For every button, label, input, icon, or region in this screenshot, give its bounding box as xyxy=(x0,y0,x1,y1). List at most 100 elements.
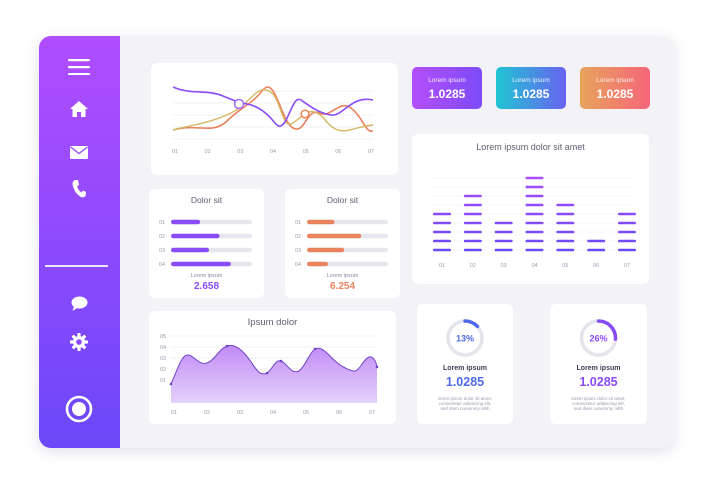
bar-segment xyxy=(556,239,575,243)
footer-value: 6.254 xyxy=(329,281,356,292)
bar-chart: 01 02 03 04 05 06 07 xyxy=(430,176,636,269)
x-tick-label: 05 xyxy=(303,410,309,416)
bar-segment xyxy=(433,212,451,216)
progress-fill xyxy=(307,261,329,267)
y-tick-label: 01 xyxy=(160,378,166,384)
kpi-card-1[interactable]: Lorem ipsum 1.0285 xyxy=(412,67,482,109)
bar-segment xyxy=(587,239,606,243)
y-tick-label: 04 xyxy=(160,345,166,351)
kpi-value: 1.0285 xyxy=(596,87,634,101)
bar-segment xyxy=(463,248,482,252)
kpi-label: Lorem ipsum xyxy=(512,77,550,84)
chat-icon[interactable] xyxy=(64,291,94,315)
home-icon[interactable] xyxy=(64,97,94,121)
x-tick-label: 05 xyxy=(562,263,568,269)
bar-segment xyxy=(618,230,636,234)
footer-value: 2.658 xyxy=(193,281,220,292)
x-tick-label: 06 xyxy=(593,263,599,269)
kpi-value: 1.0285 xyxy=(428,87,466,101)
bar-segment xyxy=(587,248,606,252)
progress-fill xyxy=(171,233,220,239)
row-label: 04 xyxy=(295,262,301,268)
x-tick-label: 06 xyxy=(336,410,342,416)
kpi-value: 1.0285 xyxy=(512,87,550,101)
sidebar-divider xyxy=(45,265,108,267)
series-purple-line xyxy=(172,86,374,127)
donut-percent: 26% xyxy=(589,334,607,344)
bar-segment xyxy=(556,212,575,216)
bar-segment xyxy=(525,203,544,207)
donut-description: lorem ipsum dolor sit amet, consectetur … xyxy=(571,396,626,412)
footer-label: Lorem ipsum xyxy=(326,273,359,279)
footer-label: Lorem ipsum xyxy=(190,273,223,279)
kpi-card-2[interactable]: Lorem ipsum 1.0285 xyxy=(496,67,566,109)
donut-label: Lorem ipsum xyxy=(576,365,621,372)
bar-segment xyxy=(556,203,575,207)
bar-segment xyxy=(433,248,451,252)
bar-segment xyxy=(463,194,482,198)
bar-segment xyxy=(525,194,544,198)
series-orange-line xyxy=(172,86,374,132)
phone-icon[interactable] xyxy=(64,177,94,201)
row-label: 02 xyxy=(159,234,165,240)
sidebar xyxy=(39,36,120,448)
bar-segment xyxy=(525,176,544,180)
card-title: Dolor sit xyxy=(326,195,359,205)
kpi-card-3[interactable]: Lorem ipsum 1.0285 xyxy=(580,67,650,109)
bar-segment xyxy=(525,221,544,225)
gear-icon[interactable] xyxy=(64,330,94,354)
donut-card-2: 26% Lorem ipsum 1.0285 lorem ipsum dolor… xyxy=(550,304,647,424)
row-label: 03 xyxy=(159,248,165,254)
mail-icon[interactable] xyxy=(64,140,94,164)
x-tick-label: 03 xyxy=(237,149,243,155)
bar-segment xyxy=(525,212,544,216)
kpi-label: Lorem ipsum xyxy=(596,77,634,84)
progress-bars: 01 02 03 04 xyxy=(159,219,252,268)
line-chart-card: 01 02 03 04 05 06 07 xyxy=(151,63,398,175)
row-label: 01 xyxy=(159,220,165,226)
bar-segment xyxy=(494,230,513,234)
bar-segment xyxy=(463,221,482,225)
bar-segment xyxy=(463,203,482,207)
x-tick-label: 01 xyxy=(171,410,177,416)
bar-segment xyxy=(463,212,482,216)
x-tick-label: 03 xyxy=(237,410,243,416)
donut-progress-arc xyxy=(579,319,618,357)
bar-chart-card: Lorem ipsum dolor sit amet 01 02 03 04 05 06 0… xyxy=(412,134,649,284)
menu-icon[interactable] xyxy=(64,55,94,79)
donut-chart: 13% xyxy=(446,319,484,357)
progress-card-1: Dolor sit 01 02 03 04 Lorem ipsum 2.658 xyxy=(149,189,264,298)
progress-fill xyxy=(171,261,231,267)
bar-segment xyxy=(525,185,544,189)
donut-label: Lorem ipsum xyxy=(443,365,487,372)
x-tick-label: 07 xyxy=(624,263,630,269)
record-icon[interactable] xyxy=(64,394,94,424)
y-tick-label: 05 xyxy=(160,334,166,340)
x-tick-label: 06 xyxy=(335,149,341,155)
kpi-label: Lorem ipsum xyxy=(428,77,466,84)
bar-segment xyxy=(433,230,451,234)
bar-segment xyxy=(433,221,451,225)
bar-segment xyxy=(618,248,636,252)
bar-segment xyxy=(494,239,513,243)
bar-segment xyxy=(494,248,513,252)
bar-segment xyxy=(618,212,636,216)
series-yellow-line xyxy=(172,89,374,132)
x-tick-label: 01 xyxy=(172,149,178,155)
dashboard-window: 01 02 03 04 05 06 07 Lorem ipsum 1.0285 Lorem … xyxy=(39,36,674,448)
donut-percent: 13% xyxy=(456,334,474,344)
x-tick-label: 02 xyxy=(470,263,476,269)
bar-segment xyxy=(463,239,482,243)
progress-card-2: Dolor sit 01 02 03 04 Lorem ipsum 6.254 xyxy=(285,189,400,298)
progress-fill xyxy=(307,219,335,225)
progress-fill xyxy=(307,233,362,239)
x-tick-label: 04 xyxy=(270,149,276,155)
progress-fill xyxy=(307,247,345,253)
x-tick-label: 05 xyxy=(303,149,309,155)
x-tick-label: 01 xyxy=(439,263,445,269)
bar-segment xyxy=(525,230,544,234)
x-tick-label: 04 xyxy=(531,263,537,269)
bar-segment xyxy=(556,248,575,252)
area-fill xyxy=(171,345,377,403)
donut-description: lorem ipsum dolor sit amet, consectetur … xyxy=(437,396,493,412)
